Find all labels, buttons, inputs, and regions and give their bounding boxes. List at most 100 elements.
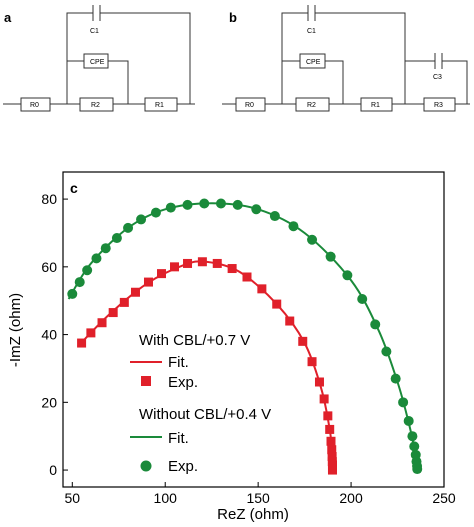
data-point-without-cbl <box>182 199 193 210</box>
data-point-with-cbl <box>197 257 207 267</box>
data-point-with-cbl <box>86 328 96 338</box>
data-point-without-cbl <box>111 233 122 244</box>
data-point-without-cbl <box>381 346 392 357</box>
x-axis-label: ReZ (ohm) <box>217 506 289 523</box>
data-point-with-cbl <box>77 338 87 348</box>
data-point-without-cbl <box>165 202 176 213</box>
data-point-without-cbl <box>215 198 226 209</box>
data-point-without-cbl <box>325 251 336 262</box>
cpe-label-b: CPE <box>306 59 321 66</box>
data-point-with-cbl <box>170 262 180 272</box>
circuit-a: a C1 CPE R0 R2 R1 <box>3 5 195 112</box>
data-point-with-cbl <box>183 258 193 268</box>
resistor-label-r2-a: R2 <box>91 102 100 109</box>
data-point-with-cbl <box>242 272 252 282</box>
data-point-with-cbl <box>143 277 153 287</box>
plot-frame <box>62 171 445 488</box>
c1-wire-right-a <box>100 12 191 104</box>
data-point-without-cbl <box>100 243 111 254</box>
data-point-without-cbl <box>403 415 414 426</box>
data-point-without-cbl <box>199 198 210 209</box>
data-point-without-cbl <box>370 319 381 330</box>
data-markers <box>67 198 423 475</box>
cpe-wire-right-b <box>325 60 344 104</box>
legend-exp-marker-with-cbl <box>141 376 151 386</box>
data-point-with-cbl <box>212 258 222 268</box>
data-point-with-cbl <box>327 465 337 475</box>
data-point-with-cbl <box>130 287 140 297</box>
data-point-with-cbl <box>323 411 333 421</box>
panel-label-a: a <box>4 10 12 25</box>
panel-label-c: c <box>70 180 78 196</box>
data-point-without-cbl <box>251 204 262 215</box>
legend-title-without-cbl: Without CBL/+0.4 V <box>139 406 271 423</box>
data-point-without-cbl <box>390 373 401 384</box>
resistor-r2-a <box>79 97 114 112</box>
cpe-wire-right-a <box>108 60 129 104</box>
cpe-element-a <box>83 53 109 69</box>
resistor-r2-b <box>295 97 330 112</box>
resistor-label-r2-b: R2 <box>307 102 316 109</box>
data-point-without-cbl <box>288 221 299 232</box>
fit-line-with-cbl <box>77 260 334 471</box>
resistor-r1-a <box>144 97 178 112</box>
resistor-r0-a <box>20 97 51 112</box>
data-point-without-cbl <box>342 270 353 281</box>
data-point-with-cbl <box>97 318 107 328</box>
panel-label-b: b <box>229 10 237 25</box>
c1-wire-left-a <box>66 12 93 104</box>
data-point-with-cbl <box>108 308 118 318</box>
data-point-with-cbl <box>327 452 337 462</box>
resistor-label-r1-a: R1 <box>155 102 164 109</box>
data-point-without-cbl <box>150 207 161 218</box>
data-point-with-cbl <box>119 297 129 307</box>
nyquist-plot: c 50 100 150 200 250 0 20 40 60 80 ReZ (ohm) -ImZ… <box>7 171 456 523</box>
capacitor-label-c1-b: C1 <box>307 28 316 35</box>
legend: With CBL/+0.7 V Fit. Exp. Without CBL/+0… <box>130 332 271 475</box>
legend-exp-label-with-cbl: Exp. <box>168 374 198 391</box>
legend-exp-label-without-cbl: Exp. <box>168 458 198 475</box>
data-point-with-cbl <box>325 424 335 434</box>
c3-wire-right-b <box>442 60 468 104</box>
data-point-without-cbl <box>412 464 423 475</box>
data-point-without-cbl <box>91 253 102 264</box>
data-point-with-cbl <box>227 264 237 274</box>
x-tick-label: 50 <box>65 490 81 506</box>
circuit-b: b C1 CPE C3 R0 R2 R1 R3 <box>222 5 470 112</box>
data-point-with-cbl <box>157 269 167 279</box>
x-tick-label: 150 <box>246 490 270 506</box>
data-point-with-cbl <box>307 357 317 367</box>
y-tick-label: 20 <box>41 394 57 410</box>
data-point-with-cbl <box>257 284 267 294</box>
x-tick-label: 250 <box>432 490 456 506</box>
resistor-label-r1-b: R1 <box>371 102 380 109</box>
legend-title-with-cbl: With CBL/+0.7 V <box>139 332 250 349</box>
x-tick-label: 100 <box>154 490 178 506</box>
resistor-label-r0-a: R0 <box>30 102 39 109</box>
y-axis-label: -ImZ (ohm) <box>7 293 24 367</box>
resistor-r0-b <box>235 97 266 112</box>
cpe-element-b <box>299 53 326 69</box>
c1-wire-left-b <box>281 12 308 104</box>
axis-ticks: 50 100 150 200 250 0 20 40 60 80 <box>41 191 455 506</box>
data-point-without-cbl <box>398 397 409 408</box>
data-point-without-cbl <box>232 199 243 210</box>
legend-fit-label-without-cbl: Fit. <box>168 430 189 447</box>
data-point-with-cbl <box>272 299 282 309</box>
data-point-without-cbl <box>409 441 420 452</box>
data-point-without-cbl <box>82 265 93 276</box>
data-point-with-cbl <box>319 394 329 404</box>
c1-wire-right-b <box>315 12 406 104</box>
data-point-without-cbl <box>357 294 368 305</box>
data-point-with-cbl <box>327 445 337 455</box>
resistor-label-r3-b: R3 <box>434 102 443 109</box>
resistor-r1-b <box>360 97 393 112</box>
x-tick-label: 200 <box>339 490 363 506</box>
data-point-with-cbl <box>298 336 308 346</box>
data-point-without-cbl <box>307 234 318 245</box>
data-point-without-cbl <box>407 431 418 442</box>
legend-exp-marker-without-cbl <box>140 460 152 472</box>
capacitor-label-c1-a: C1 <box>90 28 99 35</box>
capacitor-label-c3-b: C3 <box>433 74 442 81</box>
